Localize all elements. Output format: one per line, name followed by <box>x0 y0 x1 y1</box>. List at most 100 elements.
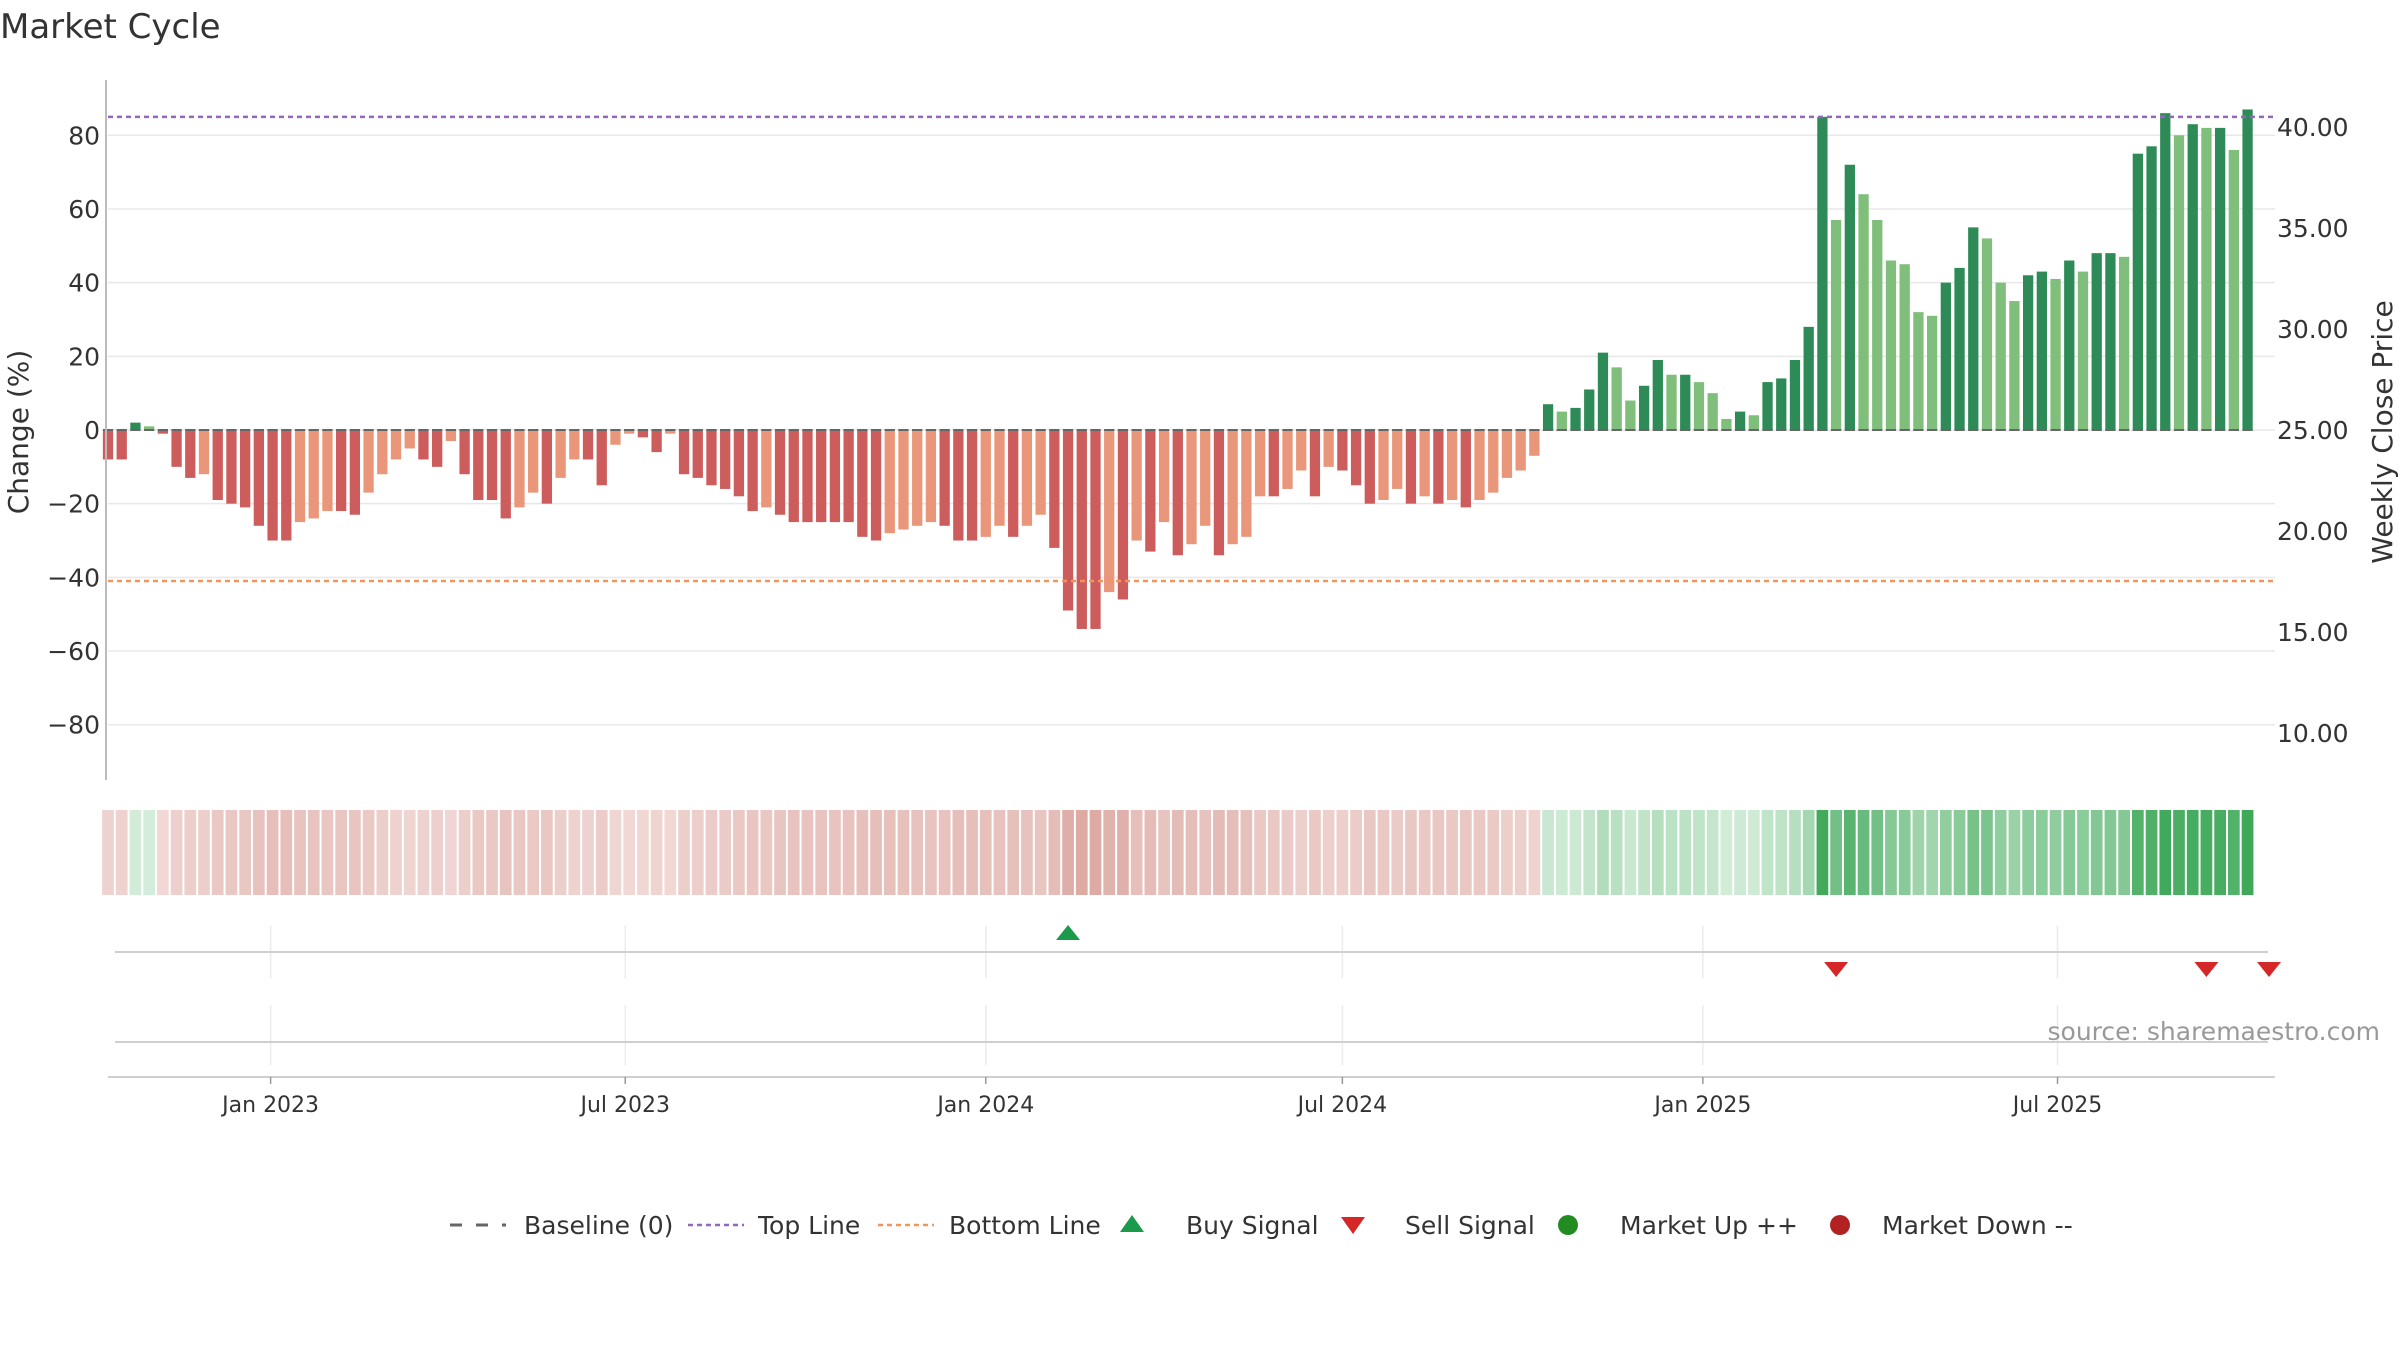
x-tick-label: Jan 2023 <box>220 1093 319 1118</box>
bar <box>157 430 169 434</box>
bar <box>144 426 155 430</box>
bar <box>1789 360 1801 430</box>
bar <box>1460 430 1471 508</box>
legend-buy-swatch <box>1120 1215 1144 1232</box>
bar <box>939 430 950 526</box>
heat-cell <box>458 810 471 895</box>
bar <box>2091 253 2102 430</box>
heat-cell <box>746 810 759 895</box>
bar <box>898 430 909 530</box>
bar <box>1433 430 1444 504</box>
heat-cell <box>829 810 841 895</box>
heat-cell <box>637 810 649 895</box>
bar <box>624 430 635 434</box>
bar <box>966 430 978 541</box>
bar <box>1337 430 1348 471</box>
bar <box>1666 374 1677 430</box>
y-tick-label-left: 40 <box>68 269 100 298</box>
heat-cell <box>801 810 814 895</box>
sell-signal-marker <box>2194 962 2219 977</box>
bar <box>1474 430 1485 500</box>
bar <box>1446 430 1458 500</box>
bar <box>637 430 649 438</box>
bar <box>1488 430 1499 493</box>
bar <box>1954 267 1965 430</box>
bar <box>1021 430 1033 526</box>
bar <box>1584 389 1595 430</box>
bar <box>857 430 868 537</box>
bar <box>1145 430 1156 552</box>
heat-cell <box>170 810 183 895</box>
heat-cell <box>979 810 992 895</box>
heat-cell <box>774 810 786 895</box>
heat-cell <box>1542 810 1554 895</box>
bar <box>198 430 210 475</box>
heat-cell <box>1898 810 1911 895</box>
bar <box>1721 418 1732 430</box>
bar <box>596 430 607 486</box>
y-tick-label-right: 25.00 <box>2277 416 2349 445</box>
bar <box>912 430 923 526</box>
bar <box>555 430 566 478</box>
heat-cell <box>856 810 869 895</box>
bar <box>1680 374 1691 430</box>
bar <box>185 430 196 478</box>
legend-label: Baseline (0) <box>524 1211 673 1240</box>
bar <box>816 430 827 523</box>
heat-cell <box>1336 810 1349 895</box>
bar <box>500 430 511 519</box>
bar <box>1707 393 1718 430</box>
heat-cell <box>925 810 937 895</box>
bar <box>1817 116 1828 430</box>
bar <box>1049 430 1060 548</box>
heat-cell <box>664 810 677 895</box>
reference-lines <box>108 115 2275 583</box>
heat-cell <box>870 810 882 895</box>
y-tick-label-left: 0 <box>84 416 100 445</box>
bar <box>1515 430 1526 471</box>
heat-cell <box>1569 810 1582 895</box>
bar <box>2201 127 2212 430</box>
bar <box>829 430 841 523</box>
heat-cell <box>911 810 924 895</box>
bar <box>1830 220 1842 430</box>
heat-cell <box>938 810 951 895</box>
bar <box>1200 430 1211 526</box>
heat-cell <box>1487 810 1500 895</box>
bar <box>774 430 786 515</box>
heat-cell <box>2008 810 2021 895</box>
bar <box>116 430 127 460</box>
bar <box>980 430 991 537</box>
bar <box>2022 275 2034 430</box>
sell-signal-marker <box>2257 962 2281 977</box>
heat-cell <box>2145 810 2158 895</box>
heat-cell <box>1679 810 1692 895</box>
heat-cell <box>1240 810 1253 895</box>
heat-cell <box>1363 810 1376 895</box>
bar <box>1556 411 1567 430</box>
bar <box>432 430 443 467</box>
bar <box>336 430 347 512</box>
heat-cell <box>1720 810 1733 895</box>
bar <box>884 430 895 534</box>
heat-cell <box>2131 810 2144 895</box>
bar <box>240 430 251 508</box>
bar <box>541 430 553 504</box>
bar <box>267 430 278 541</box>
heat-cell <box>1295 810 1308 895</box>
heat-cell <box>1391 810 1404 895</box>
bar <box>2105 253 2116 430</box>
bar <box>843 430 854 523</box>
heat-cell <box>760 810 773 895</box>
bar <box>1872 220 1883 430</box>
bar <box>761 430 772 508</box>
bar <box>1392 430 1403 489</box>
bar <box>610 430 621 445</box>
bar <box>665 430 676 434</box>
x-axis: Jan 2023 Jul 2023 Jan 2024 Jul 2024 Jan 2025… <box>108 1076 2275 1118</box>
heat-cell <box>1322 810 1335 895</box>
bar <box>1419 430 1430 497</box>
heat-cell <box>1939 810 1952 895</box>
heat-cell <box>1597 810 1609 895</box>
heat-cell <box>211 810 224 895</box>
